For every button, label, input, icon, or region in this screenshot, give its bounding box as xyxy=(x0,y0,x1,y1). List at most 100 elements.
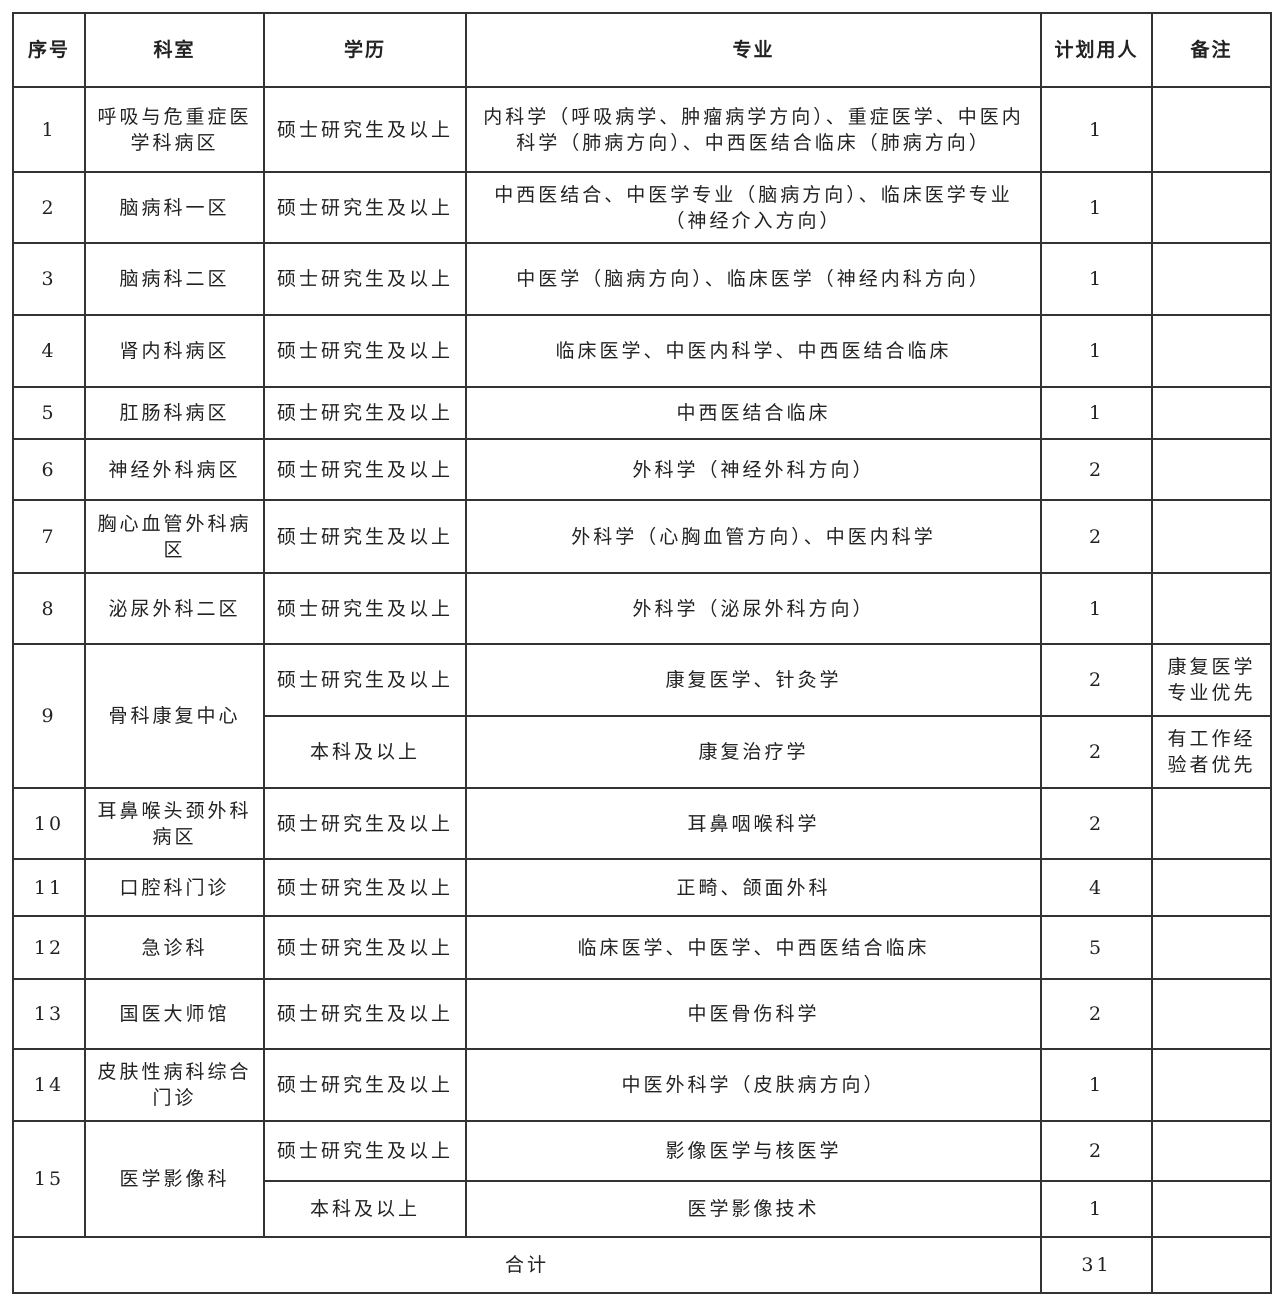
note: 康复医学专业优先 xyxy=(1151,643,1272,717)
department: 国医大师馆 xyxy=(84,978,265,1050)
planned-count: 2 xyxy=(1040,499,1153,574)
major: 正畸、颌面外科 xyxy=(465,858,1042,917)
department: 耳鼻喉头颈外科病区 xyxy=(84,787,265,860)
major: 中医骨伤科学 xyxy=(465,978,1042,1050)
row-number: 13 xyxy=(12,978,86,1050)
recruitment-table: 序号 科室 学历 专业 计划用人 备注 1 呼吸与危重症医学科病区 硕士研究生及以上… xyxy=(12,12,1272,1294)
table-row: 6 神经外科病区 硕士研究生及以上 外科学（神经外科方向） 2 xyxy=(12,438,1272,501)
note xyxy=(1151,171,1272,244)
major: 内科学（呼吸病学、肿瘤病学方向）、重症医学、中医内科学（肺病方向）、中西医结合临… xyxy=(465,86,1042,173)
department: 肛肠科病区 xyxy=(84,386,265,440)
department: 肾内科病区 xyxy=(84,314,265,388)
note xyxy=(1151,499,1272,574)
education: 硕士研究生及以上 xyxy=(263,314,467,388)
education: 硕士研究生及以上 xyxy=(263,787,467,860)
major: 中医外科学（皮肤病方向） xyxy=(465,1048,1042,1122)
row-number: 6 xyxy=(12,438,86,501)
row-number: 2 xyxy=(12,171,86,244)
total-row: 合计 31 xyxy=(12,1236,1272,1294)
table-row: 本科及以上 康复治疗学 2 有工作经验者优先 xyxy=(13,715,1272,789)
major: 临床医学、中医学、中西医结合临床 xyxy=(465,915,1042,980)
header-note: 备注 xyxy=(1151,12,1272,88)
table-row: 13 国医大师馆 硕士研究生及以上 中医骨伤科学 2 xyxy=(12,978,1272,1050)
major: 外科学（神经外科方向） xyxy=(465,438,1042,501)
department: 脑病科二区 xyxy=(84,242,265,316)
table-row: 7 胸心血管外科病区 硕士研究生及以上 外科学（心胸血管方向）、中医内科学 2 xyxy=(12,499,1272,574)
table-row: 1 呼吸与危重症医学科病区 硕士研究生及以上 内科学（呼吸病学、肿瘤病学方向）、重症医… xyxy=(12,86,1272,173)
planned-count: 2 xyxy=(1040,978,1153,1050)
table-row: 12 急诊科 硕士研究生及以上 临床医学、中医学、中西医结合临床 5 xyxy=(12,915,1272,980)
education: 硕士研究生及以上 xyxy=(263,1120,467,1182)
department: 急诊科 xyxy=(84,915,265,980)
header-row: 序号 科室 学历 专业 计划用人 备注 xyxy=(12,12,1272,88)
education: 硕士研究生及以上 xyxy=(263,643,467,717)
note xyxy=(1151,1180,1272,1238)
major: 康复治疗学 xyxy=(465,715,1042,789)
row-number: 5 xyxy=(12,386,86,440)
note xyxy=(1151,915,1272,980)
table-row: 10 耳鼻喉头颈外科病区 硕士研究生及以上 耳鼻咽喉科学 2 xyxy=(12,787,1272,860)
table-row: 5 肛肠科病区 硕士研究生及以上 中西医结合临床 1 xyxy=(12,386,1272,440)
planned-count: 5 xyxy=(1040,915,1153,980)
table-row: 9 骨科康复中心 硕士研究生及以上 康复医学、针灸学 2 康复医学专业优先 xyxy=(12,643,1272,789)
major: 康复医学、针灸学 xyxy=(465,643,1042,717)
education: 硕士研究生及以上 xyxy=(263,386,467,440)
department: 神经外科病区 xyxy=(84,438,265,501)
note xyxy=(1151,242,1272,316)
row-number: 12 xyxy=(12,915,86,980)
department: 胸心血管外科病区 xyxy=(84,499,265,574)
row-number: 9 xyxy=(12,643,86,789)
header-dept: 科室 xyxy=(84,12,265,88)
department: 皮肤性病科综合门诊 xyxy=(84,1048,265,1122)
note xyxy=(1151,978,1272,1050)
major: 耳鼻咽喉科学 xyxy=(465,787,1042,860)
note xyxy=(1151,86,1272,173)
education: 硕士研究生及以上 xyxy=(263,499,467,574)
note xyxy=(1151,314,1272,388)
education: 本科及以上 xyxy=(263,715,467,789)
table-row: 11 口腔科门诊 硕士研究生及以上 正畸、颌面外科 4 xyxy=(12,858,1272,917)
major: 医学影像技术 xyxy=(465,1180,1042,1238)
table-row: 15 医学影像科 硕士研究生及以上 影像医学与核医学 2 xyxy=(12,1120,1272,1238)
note: 有工作经验者优先 xyxy=(1151,715,1272,789)
total-label: 合计 xyxy=(12,1236,1042,1294)
total-note xyxy=(1151,1236,1272,1294)
row-number: 15 xyxy=(12,1120,86,1238)
table-row: 3 脑病科二区 硕士研究生及以上 中医学（脑病方向）、临床医学（神经内科方向） 1 xyxy=(12,242,1272,316)
planned-count: 4 xyxy=(1040,858,1153,917)
planned-count: 2 xyxy=(1040,438,1153,501)
education: 本科及以上 xyxy=(263,1180,467,1238)
header-major: 专业 xyxy=(465,12,1042,88)
major: 中西医结合临床 xyxy=(465,386,1042,440)
education: 硕士研究生及以上 xyxy=(263,438,467,501)
note xyxy=(1151,438,1272,501)
note xyxy=(1151,386,1272,440)
table-row: 14 皮肤性病科综合门诊 硕士研究生及以上 中医外科学（皮肤病方向） 1 xyxy=(12,1048,1272,1122)
row-number: 8 xyxy=(12,572,86,645)
department: 骨科康复中心 xyxy=(84,643,265,789)
major: 临床医学、中医内科学、中西医结合临床 xyxy=(465,314,1042,388)
row-number: 3 xyxy=(12,242,86,316)
header-no: 序号 xyxy=(12,12,86,88)
note xyxy=(1151,572,1272,645)
planned-count: 1 xyxy=(1040,386,1153,440)
note xyxy=(1151,1120,1272,1182)
table-row: 2 脑病科一区 硕士研究生及以上 中西医结合、中医学专业（脑病方向）、临床医学专业（神… xyxy=(12,171,1272,244)
planned-count: 1 xyxy=(1040,242,1153,316)
major: 影像医学与核医学 xyxy=(465,1120,1042,1182)
row-number: 11 xyxy=(12,858,86,917)
row-number: 1 xyxy=(12,86,86,173)
education: 硕士研究生及以上 xyxy=(263,171,467,244)
planned-count: 2 xyxy=(1040,715,1153,789)
department: 泌尿外科二区 xyxy=(84,572,265,645)
row-number: 4 xyxy=(12,314,86,388)
row-number: 10 xyxy=(12,787,86,860)
total-count: 31 xyxy=(1040,1236,1153,1294)
header-count: 计划用人 xyxy=(1040,12,1153,88)
major: 中医学（脑病方向）、临床医学（神经内科方向） xyxy=(465,242,1042,316)
row-number: 14 xyxy=(12,1048,86,1122)
major: 外科学（泌尿外科方向） xyxy=(465,572,1042,645)
department: 脑病科一区 xyxy=(84,171,265,244)
department: 口腔科门诊 xyxy=(84,858,265,917)
header-education: 学历 xyxy=(263,12,467,88)
